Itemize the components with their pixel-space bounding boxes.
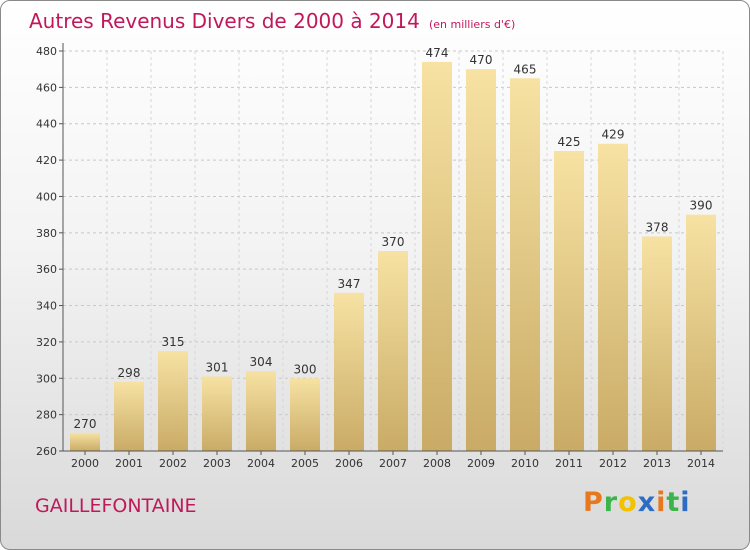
bar-value-label: 304 [250, 355, 273, 369]
x-tick-label: 2005 [291, 457, 319, 470]
bar [422, 61, 452, 452]
x-tick-label: 2008 [423, 457, 451, 470]
y-tick-label: 440 [36, 118, 57, 131]
bar-value-label: 470 [470, 53, 493, 67]
y-tick-label: 460 [36, 81, 57, 94]
chart-title: Autres Revenus Divers de 2000 à 2014 (en… [29, 9, 515, 33]
y-tick-label: 260 [36, 445, 57, 458]
bar [466, 69, 496, 451]
y-tick-label: 360 [36, 263, 57, 276]
x-tick-label: 2013 [643, 457, 671, 470]
y-tick-label: 380 [36, 227, 57, 240]
x-tick-label: 2009 [467, 457, 495, 470]
bar-value-label: 370 [382, 235, 405, 249]
y-tick-label: 340 [36, 300, 57, 313]
bar-value-label: 474 [426, 46, 449, 60]
x-tick-label: 2004 [247, 457, 275, 470]
logo-letter: P [583, 487, 604, 518]
bar [554, 151, 584, 451]
bar [510, 78, 540, 451]
y-tick-label: 300 [36, 372, 57, 385]
logo-letter: i [680, 487, 691, 518]
bar [202, 376, 232, 451]
y-tick-label: 320 [36, 336, 57, 349]
x-tick-label: 2003 [203, 457, 231, 470]
chart-title-text: Autres Revenus Divers de 2000 à 2014 [29, 9, 420, 33]
x-tick-label: 2000 [71, 457, 99, 470]
bar [70, 432, 100, 451]
logo-letter: x [637, 487, 657, 518]
bar [686, 214, 716, 451]
logo-letter: i [656, 487, 667, 518]
y-tick-label: 400 [36, 190, 57, 203]
bar [642, 236, 672, 451]
x-tick-label: 2011 [555, 457, 583, 470]
bar-value-label: 298 [118, 366, 141, 380]
labels: 260 280 300 320 340 360 380 400 420 440 460 480 270 2… [36, 45, 715, 470]
bar [246, 371, 276, 451]
bar-value-label: 429 [602, 128, 625, 142]
x-tick-label: 2007 [379, 457, 407, 470]
bar [598, 143, 628, 451]
bar-value-label: 300 [294, 362, 317, 376]
bar [290, 378, 320, 451]
x-tick-label: 2006 [335, 457, 363, 470]
bar-value-label: 315 [162, 335, 185, 349]
y-tick-label: 420 [36, 154, 57, 167]
y-tick-label: 480 [36, 45, 57, 58]
bars [70, 61, 716, 452]
commune-name: GAILLEFONTAINE [35, 495, 197, 517]
bar-value-label: 301 [206, 360, 229, 374]
x-tick-label: 2014 [687, 457, 715, 470]
bar-value-label: 465 [514, 62, 537, 76]
proxiti-logo: Proxiti [583, 487, 691, 518]
bar [158, 351, 188, 451]
x-tick-label: 2001 [115, 457, 143, 470]
bar-value-label: 378 [646, 220, 669, 234]
axes [59, 43, 723, 455]
x-tick-label: 2012 [599, 457, 627, 470]
bar-value-label: 390 [690, 199, 713, 213]
logo-letter: t [666, 487, 681, 518]
x-tick-label: 2002 [159, 457, 187, 470]
bar-value-label: 347 [338, 277, 361, 291]
logo-letter: o [618, 487, 638, 518]
logo-letter: r [603, 487, 619, 518]
bar [334, 292, 364, 451]
bar [114, 381, 144, 451]
bar-value-label: 425 [558, 135, 581, 149]
x-tick-label: 2010 [511, 457, 539, 470]
bar [378, 251, 408, 451]
bar-value-label: 270 [74, 417, 97, 431]
chart-unit: (en milliers d'€) [428, 18, 516, 31]
y-tick-label: 280 [36, 409, 57, 422]
